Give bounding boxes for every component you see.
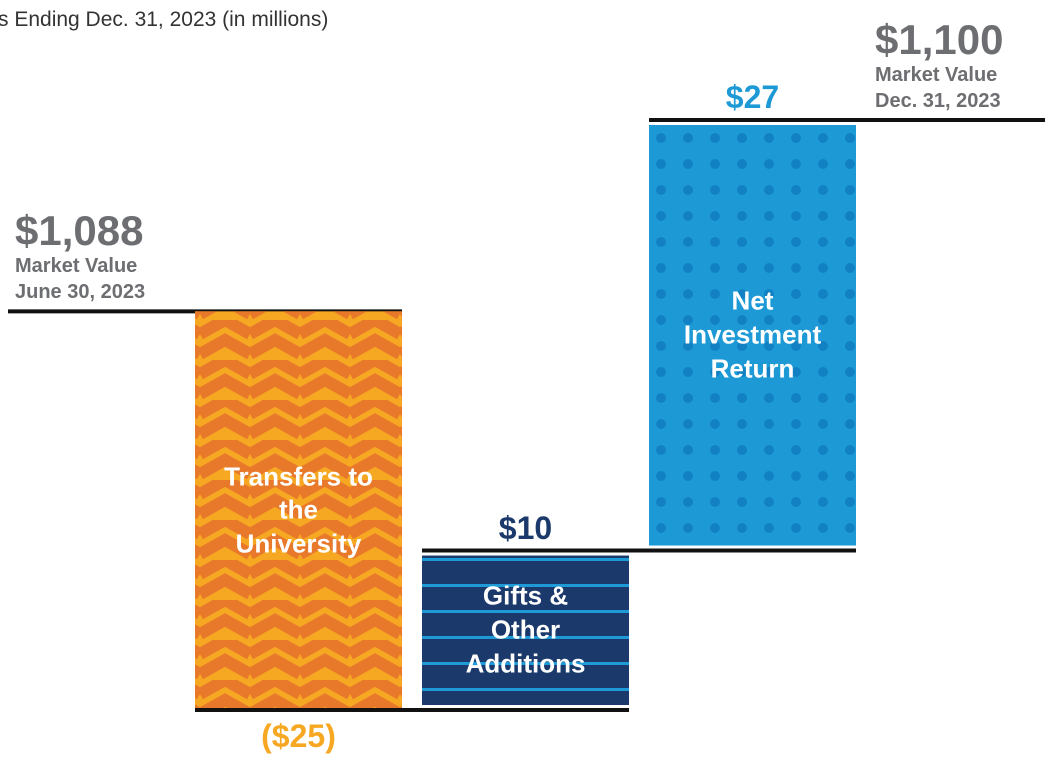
value-label: $27 [725, 79, 780, 115]
bar-label: Net Investment Return [683, 285, 822, 384]
total-value: $1,100 [875, 15, 1004, 63]
bar-pattern [422, 555, 629, 705]
total-block: $1,088 Market Value June 30, 2023 [15, 209, 180, 305]
total-value: $1,088 [15, 207, 144, 255]
bar-label: Gifts & Other Additions [465, 580, 586, 679]
bar-label: Transfers to the University [224, 460, 373, 559]
value-label: ($25) [261, 718, 336, 754]
bar-pattern [195, 311, 402, 710]
bar-pattern [649, 125, 856, 546]
total-category: Market Value June 30, 2023 [15, 255, 146, 304]
total-category: Market Value Dec. 31, 2023 [875, 64, 1001, 112]
value-label: $10 [498, 509, 553, 546]
subtitle: s Ending Dec. 31, 2023 (in millions) [0, 8, 329, 31]
total-block: $1,100 Market Value Dec. 31, 2023 [875, 15, 1040, 114]
